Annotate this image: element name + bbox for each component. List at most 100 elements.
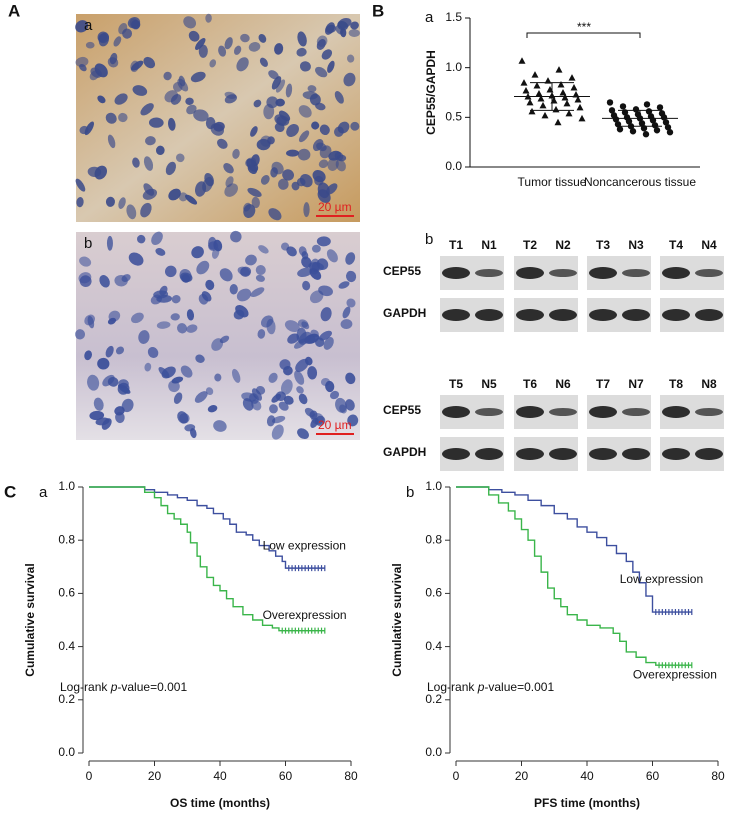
nucleus [89, 70, 100, 81]
point [619, 103, 627, 110]
x-tick-label: 40 [213, 769, 227, 783]
nucleus [296, 177, 306, 187]
nucleus [219, 268, 233, 282]
sub-label: a [425, 9, 434, 26]
nucleus [268, 372, 278, 383]
y-tick-label: 0.0 [425, 745, 442, 759]
x-tick-label: 60 [646, 769, 660, 783]
blot-band [475, 309, 503, 321]
nucleus [309, 258, 320, 275]
blot-band [475, 408, 503, 416]
point [642, 131, 650, 138]
nucleus [85, 41, 95, 49]
nucleus [301, 251, 309, 260]
nucleus [131, 19, 141, 30]
nucleus [297, 428, 309, 440]
nucleus [271, 76, 282, 90]
nucleus [76, 197, 84, 208]
blot-band [549, 269, 577, 277]
nucleus [250, 287, 265, 298]
blot-band [589, 448, 617, 460]
y-tick-label: 1.0 [445, 60, 462, 74]
nucleus [75, 56, 89, 67]
nucleus [168, 380, 180, 393]
nucleus [296, 386, 304, 394]
blot-band [622, 408, 650, 416]
nucleus [175, 153, 185, 163]
point [544, 77, 552, 84]
nucleus [282, 169, 295, 181]
nucleus [236, 288, 252, 302]
y-tick-label: 0.8 [58, 532, 75, 546]
nucleus [168, 117, 176, 131]
nucleus [164, 265, 177, 278]
annotation-part: Log-rank [60, 680, 111, 694]
nucleus [302, 280, 311, 291]
nucleus [260, 315, 274, 328]
nucleus [247, 187, 262, 197]
blot-band [695, 309, 723, 321]
nucleus [170, 93, 182, 105]
nucleus [309, 410, 318, 420]
nucleus [316, 39, 326, 50]
nucleus [251, 388, 263, 401]
nucleus [114, 406, 125, 416]
series-label: Overexpression [633, 667, 717, 681]
nucleus [213, 420, 227, 432]
x-tick-label: 60 [279, 769, 293, 783]
nucleus [302, 91, 318, 100]
nucleus [330, 390, 340, 400]
nucleus [326, 249, 338, 263]
nucleus [185, 194, 198, 205]
nucleus [176, 323, 188, 334]
nucleus [115, 346, 125, 355]
scale-bar-label: 20 µm [318, 200, 352, 214]
nucleus [301, 256, 312, 268]
nucleus [87, 374, 100, 391]
nucleus [321, 49, 333, 60]
nucleus [271, 424, 284, 440]
nucleus [345, 399, 355, 411]
point [608, 107, 616, 114]
point [533, 82, 541, 89]
nucleus [93, 397, 104, 411]
nucleus [253, 99, 262, 108]
point [531, 71, 539, 78]
nucleus [245, 254, 257, 266]
y-tick-label: 0.8 [425, 532, 442, 546]
point [535, 89, 543, 97]
nucleus [259, 57, 268, 67]
point [629, 128, 637, 135]
nucleus [274, 43, 284, 55]
nucleus [314, 175, 324, 186]
y-axis-label: CEP55/GAPDH [424, 50, 438, 135]
nucleus [275, 79, 286, 93]
nucleus [342, 306, 351, 319]
nucleus [101, 418, 112, 430]
error-bar [618, 109, 662, 127]
blot-band [516, 448, 544, 460]
nucleus [286, 149, 300, 157]
nucleus [214, 373, 222, 382]
blot-band [516, 309, 544, 321]
nucleus [346, 54, 355, 63]
nucleus [316, 236, 331, 247]
nucleus [118, 112, 128, 123]
series-label: Overexpression [263, 608, 347, 622]
point [632, 106, 640, 113]
nucleus [180, 365, 193, 378]
nucleus [268, 70, 279, 80]
blot-band [662, 309, 690, 321]
nucleus [114, 274, 128, 287]
nucleus [195, 38, 206, 50]
nucleus [84, 350, 92, 361]
y-tick-label: 0.0 [58, 745, 75, 759]
nucleus [310, 329, 319, 338]
nucleus [241, 392, 257, 402]
nucleus [299, 61, 311, 72]
blot-band [442, 267, 470, 279]
nucleus [75, 178, 86, 192]
series-label: Low expression [263, 538, 346, 552]
nucleus [297, 31, 307, 47]
nucleus [132, 85, 148, 96]
